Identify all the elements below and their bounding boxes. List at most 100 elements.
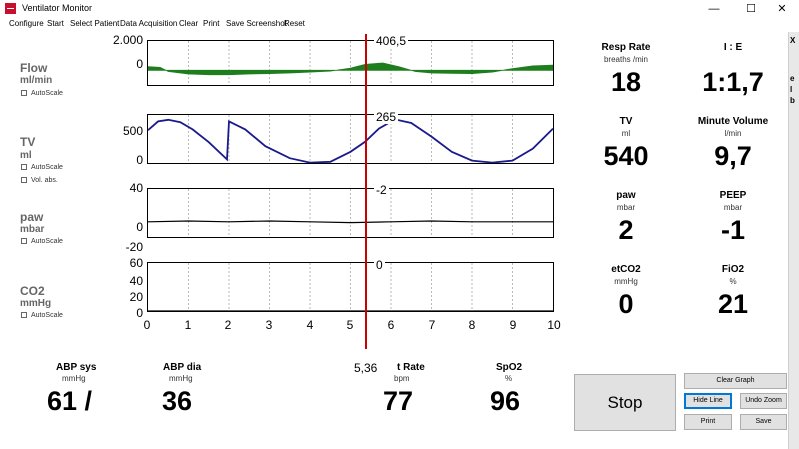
paw-ytick-neg: -20: [125, 240, 143, 254]
flow-autoscale-label: AutoScale: [31, 90, 63, 97]
paw-waveform-svg: [148, 189, 553, 237]
paw-ytick-top: 40: [129, 181, 143, 195]
vital-label: etCO2: [611, 264, 641, 275]
menu-save-screenshot[interactable]: Save Screenshot: [226, 19, 287, 28]
flow-cursor-readout: 406,5: [374, 34, 409, 48]
edge-mark-2: e: [790, 74, 795, 83]
flow-ytick-top: 2.000: [112, 33, 143, 47]
paw-plot[interactable]: [147, 188, 554, 238]
save-button[interactable]: Save: [740, 414, 787, 430]
vital-label: TV: [619, 116, 633, 127]
tv-vol-abs-checkbox[interactable]: Vol. abs.: [21, 177, 58, 184]
vital-label: Resp Rate: [601, 42, 651, 53]
flow-channel-name: Flow: [20, 61, 48, 75]
co2-autoscale-checkbox[interactable]: AutoScale: [21, 312, 63, 319]
checkbox-box[interactable]: [21, 238, 27, 244]
checkbox-box[interactable]: [21, 164, 27, 170]
vital-label: paw: [616, 190, 636, 201]
tv-channel-unit: ml: [20, 150, 32, 161]
vital-value: 18: [610, 67, 642, 97]
vital-value: 77: [383, 386, 414, 416]
co2-waveform-svg: [148, 263, 553, 311]
edge-mark-1: X: [790, 36, 796, 45]
vital-label: Minute Volume: [697, 116, 769, 127]
x-tick-10: 10: [547, 318, 561, 332]
vital-value: 1:1,7: [702, 67, 764, 97]
tv-waveform-svg: [148, 115, 553, 163]
vital-value: 36: [162, 386, 193, 416]
background-window-edge: [788, 32, 799, 449]
vital-value: -1: [720, 215, 745, 245]
paw-ytick-zero: 0: [136, 220, 143, 234]
minimize-button[interactable]: —: [708, 3, 720, 15]
menu-select-patient[interactable]: Select Patient: [70, 19, 120, 28]
x-tick-6: 6: [387, 318, 395, 332]
vital-label: t Rate: [397, 362, 425, 373]
vital-unit: mmHg: [169, 374, 193, 383]
stop-button[interactable]: Stop: [574, 374, 676, 431]
vital-unit: ml: [621, 129, 631, 138]
vital-label: I : E: [723, 42, 743, 53]
tv-vol-abs-label: Vol. abs.: [31, 177, 58, 184]
co2-ytick-0: 0: [136, 306, 143, 320]
x-tick-7: 7: [428, 318, 436, 332]
flow-autoscale-checkbox[interactable]: AutoScale: [21, 90, 63, 97]
menu-bar: Configure Start Select Patient Data Acqu…: [0, 18, 799, 32]
edge-mark-4: b: [790, 96, 795, 105]
vital-label: PEEP: [719, 190, 747, 201]
print-button[interactable]: Print: [684, 414, 732, 430]
tv-series-line: [148, 118, 553, 163]
checkbox-box[interactable]: [21, 90, 27, 96]
vital-value: 96: [490, 386, 521, 416]
vital-label: ABP dia: [163, 362, 202, 373]
x-tick-5: 5: [346, 318, 354, 332]
close-button[interactable]: ✕: [777, 3, 787, 15]
vital-value: 0: [618, 289, 634, 319]
co2-cursor-readout: 0: [374, 258, 385, 272]
x-tick-8: 8: [468, 318, 476, 332]
paw-channel-unit: mbar: [20, 224, 45, 235]
co2-autoscale-label: AutoScale: [31, 312, 63, 319]
time-cursor-line[interactable]: [365, 34, 367, 349]
flow-series-area: [148, 62, 553, 76]
vital-value: 540: [603, 141, 649, 171]
vital-label: ABP sys: [56, 362, 97, 373]
tv-plot[interactable]: [147, 114, 554, 164]
hide-line-button[interactable]: Hide Line: [684, 393, 732, 409]
tv-channel-name: TV: [20, 135, 36, 149]
flow-plot[interactable]: [147, 40, 554, 86]
x-tick-4: 4: [306, 318, 314, 332]
vital-value: 61 /: [47, 386, 93, 416]
co2-ytick-20: 20: [129, 290, 143, 304]
tv-ytick-zero: 0: [136, 153, 143, 167]
co2-plot[interactable]: [147, 262, 554, 312]
window-title: Ventilator Monitor: [22, 3, 93, 13]
menu-clear[interactable]: Clear: [179, 19, 199, 28]
tv-autoscale-checkbox[interactable]: AutoScale: [21, 164, 63, 171]
tv-autoscale-label: AutoScale: [31, 164, 63, 171]
vital-unit: bpm: [394, 374, 410, 383]
menu-print[interactable]: Print: [203, 19, 220, 28]
clear-graph-button[interactable]: Clear Graph: [684, 373, 787, 389]
edge-mark-3: l: [790, 85, 793, 94]
paw-autoscale-checkbox[interactable]: AutoScale: [21, 238, 63, 245]
menu-reset[interactable]: Reset: [284, 19, 305, 28]
x-tick-2: 2: [224, 318, 232, 332]
vital-unit: mbar: [616, 203, 636, 212]
maximize-button[interactable]: ☐: [746, 3, 756, 15]
co2-channel-unit: mmHg: [20, 298, 52, 309]
co2-ytick-60: 60: [129, 256, 143, 270]
paw-autoscale-label: AutoScale: [31, 238, 63, 245]
tv-ytick-top: 500: [122, 124, 143, 138]
undo-zoom-button[interactable]: Undo Zoom: [740, 393, 787, 409]
app-icon: [5, 3, 16, 14]
menu-configure[interactable]: Configure: [9, 19, 44, 28]
tv-cursor-readout: 265: [374, 110, 399, 124]
checkbox-box[interactable]: [21, 312, 27, 318]
checkbox-box[interactable]: [21, 177, 27, 183]
x-tick-3: 3: [265, 318, 273, 332]
menu-data-acquisition[interactable]: Data Acquisition: [120, 19, 178, 28]
menu-start[interactable]: Start: [47, 19, 64, 28]
vital-value: 21: [717, 289, 749, 319]
